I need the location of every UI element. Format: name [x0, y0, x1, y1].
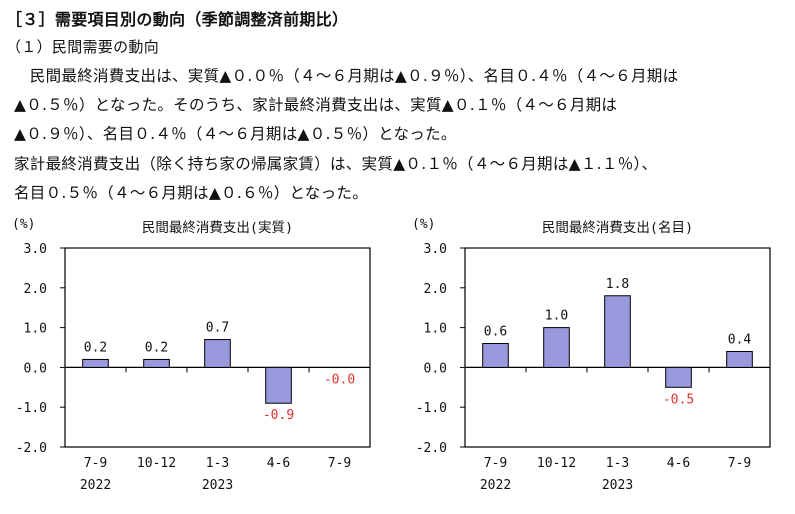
- y-tick-label: -1.0: [16, 401, 47, 416]
- x-category-label: 4-6: [667, 456, 690, 471]
- paragraph-line-5: 名目０.５％（４～６月期は▲０.６％）となった。: [14, 184, 369, 202]
- x-year-label: 2023: [602, 478, 633, 493]
- x-category-label: 7-9: [728, 456, 751, 471]
- bar: [726, 350, 753, 368]
- x-category-label: 1-3: [606, 456, 629, 471]
- bar: [204, 339, 231, 368]
- y-tick-label: -1.0: [416, 401, 447, 416]
- chart-title: 民間最終消費支出(実質): [142, 220, 293, 236]
- plot-frame: [464, 247, 771, 448]
- section-heading: ［３］需要項目別の動向（季節調整済前期比）: [6, 10, 349, 29]
- x-year-label: 2022: [480, 478, 511, 493]
- chart-nominal-svg: (%) 民間最終消費支出(名目) 3.0 2.0 1.0 0.0 -1.0 -2.0 0.6 7-…: [412, 217, 771, 493]
- y-tick-label: 1.0: [424, 322, 447, 337]
- paragraph-line-3: ▲０.９％）、名目０.４％（４～６月期は▲０.５％）となった。: [14, 125, 457, 143]
- y-tick-label: 2.0: [424, 282, 447, 297]
- bar-value-label: 1.8: [606, 277, 629, 292]
- bar: [265, 366, 292, 404]
- x-year-label: 2022: [80, 478, 111, 493]
- x-category-label: 7-9: [484, 456, 507, 471]
- bar: [543, 327, 570, 368]
- x-category-label: 7-9: [328, 456, 351, 471]
- chart-title: 民間最終消費支出(名目): [542, 220, 693, 236]
- bar: [143, 358, 170, 368]
- bar-value-label: -0.9: [263, 408, 294, 423]
- bar-value-label: 0.7: [206, 321, 229, 336]
- y-tick-label: 2.0: [24, 282, 47, 297]
- paragraph-line-2: ▲０.５％）となった。そのうち、家計最終消費支出は、実質▲０.１％（４～６月期は: [14, 96, 618, 114]
- bar: [604, 295, 631, 368]
- bar-value-label: 1.0: [545, 309, 568, 324]
- bar-value-label: 0.2: [84, 340, 107, 355]
- y-tick-label: 3.0: [424, 242, 447, 257]
- x-category-label: 7-9: [84, 456, 107, 471]
- y-tick-label: 0.0: [424, 361, 447, 376]
- y-unit-label: (%): [12, 217, 35, 232]
- bar-value-label: 0.6: [484, 325, 507, 340]
- paragraph-line-1: 民間最終消費支出は、実質▲０.０％（４～６月期は▲０.９％）、名目０.４％（４～…: [14, 67, 679, 85]
- bar-value-label: -0.0: [324, 372, 355, 387]
- chart-real-svg: (%) 民間最終消費支出(実質) 3.0 2.0 1.0 0.0 -1.0 -2.0 0.2 7-…: [12, 217, 371, 493]
- chart-real-consumption: (%) 民間最終消費支出(実質) 3.0 2.0 1.0 0.0 -1.0 -2.0 0.2 7-…: [0, 210, 380, 510]
- bar: [665, 366, 692, 388]
- y-tick-label: 3.0: [24, 242, 47, 257]
- paragraph-line-4: 家計最終消費支出（除く持ち家の帰属家賃）は、実質▲０.１％（４～６月期は▲１.１…: [14, 155, 658, 173]
- subsection-heading: （１）民間需要の動向: [6, 38, 160, 56]
- x-category-label: 4-6: [267, 456, 290, 471]
- x-year-label: 2023: [202, 478, 233, 493]
- y-tick-label: 1.0: [24, 322, 47, 337]
- x-category-label: 10-12: [137, 456, 176, 471]
- bar-value-label: -0.5: [663, 392, 694, 407]
- x-category-label: 10-12: [537, 456, 576, 471]
- bar: [82, 358, 109, 368]
- y-unit-label: (%): [412, 217, 435, 232]
- plot-frame: [64, 247, 371, 448]
- chart-nominal-consumption: (%) 民間最終消費支出(名目) 3.0 2.0 1.0 0.0 -1.0 -2.0 0.6 7-…: [400, 210, 780, 510]
- bar-value-label: 0.4: [728, 332, 752, 347]
- y-tick-label: 0.0: [24, 361, 47, 376]
- bar: [482, 343, 509, 368]
- x-category-label: 1-3: [206, 456, 229, 471]
- y-tick-label: -2.0: [416, 441, 447, 456]
- y-tick-label: -2.0: [16, 441, 47, 456]
- bar-value-label: 0.2: [145, 340, 168, 355]
